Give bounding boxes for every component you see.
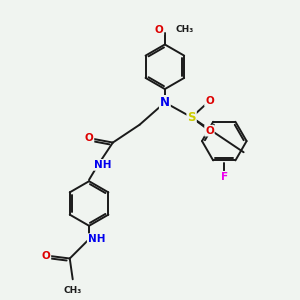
Text: O: O [205,126,214,136]
Text: CH₃: CH₃ [64,286,82,295]
Text: F: F [221,172,228,182]
Text: O: O [85,133,93,143]
Text: S: S [188,111,196,124]
Text: O: O [42,250,50,260]
Text: O: O [154,25,163,34]
Text: N: N [160,96,170,109]
Text: CH₃: CH₃ [175,25,194,34]
Text: O: O [205,96,214,106]
Text: NH: NH [94,160,111,170]
Text: NH: NH [88,234,105,244]
